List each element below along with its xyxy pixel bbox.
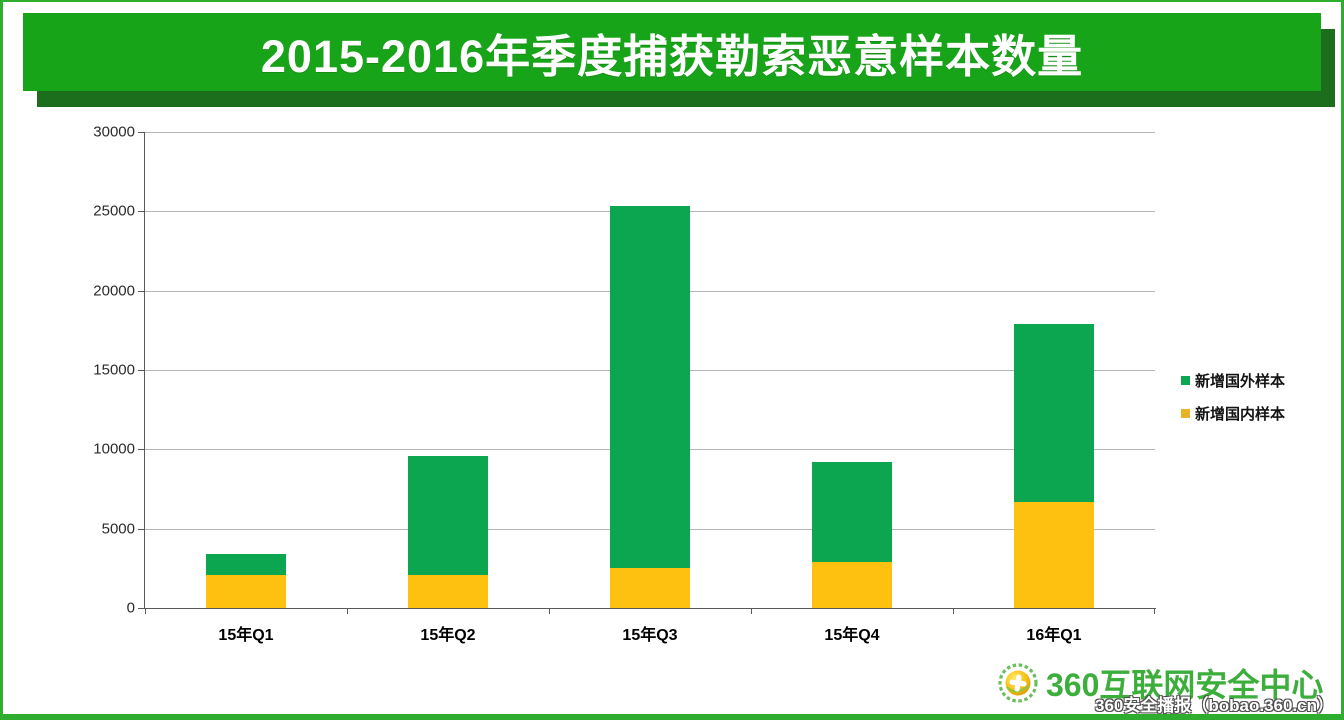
x-tick-mark <box>751 609 752 614</box>
y-axis-line <box>144 132 145 609</box>
x-tick-mark <box>145 609 146 614</box>
y-tick-mark <box>138 370 144 371</box>
legend-swatch-icon <box>1181 408 1190 418</box>
bar-segment-domestic-15年Q1 <box>206 574 286 608</box>
legend-item: 新增国内样本 <box>1181 405 1286 423</box>
y-axis-tick-label: 0 <box>126 599 135 617</box>
watermark-text: 360安全播报（bobao.360.cn） <box>1094 696 1334 715</box>
x-axis-category-label: 15年Q3 <box>622 627 678 644</box>
y-axis-tick-label: 5000 <box>101 520 135 538</box>
y-tick-mark <box>138 290 144 292</box>
x-axis-category-label: 15年Q2 <box>420 627 476 644</box>
bar-segment-foreign-16年Q1 <box>1014 323 1094 503</box>
bar-segment-foreign-15年Q3 <box>610 205 690 568</box>
x-axis-line <box>144 608 1156 609</box>
bar-segment-foreign-15年Q4 <box>812 462 892 562</box>
chart-legend: 新增国外样本 新增国内样本 <box>1181 372 1285 438</box>
footer-logo-text: 360互联网安全中心 <box>1046 667 1324 703</box>
bar-segment-domestic-16年Q1 <box>1014 502 1094 608</box>
bar-segment-domestic-15年Q3 <box>610 567 690 608</box>
legend-label: 新增国外样本 <box>1195 372 1286 390</box>
bar-segment-domestic-15年Q2 <box>408 574 488 608</box>
x-tick-mark <box>549 609 550 614</box>
frame-border-right <box>1341 0 1344 720</box>
footer-logo: 360互联网安全中心 <box>997 660 1323 706</box>
y-tick-mark <box>138 528 144 530</box>
y-axis-tick-label: 10000 <box>93 440 135 458</box>
x-tick-mark <box>953 609 954 614</box>
bar-segment-foreign-15年Q1 <box>206 554 286 575</box>
x-tick-mark <box>1154 609 1155 614</box>
title-banner: 2015-2016年季度捕获勒索恶意样本数量 <box>23 13 1321 91</box>
chart-plot-area: 0 5000 10000 15000 20000 25000 30000 15年Q1 15年Q2… <box>93 124 1156 644</box>
y-axis-tick-label: 30000 <box>93 123 135 141</box>
y-axis-tick-label: 20000 <box>93 282 135 300</box>
x-axis-category-label: 15年Q1 <box>218 627 274 644</box>
y-tick-mark <box>138 608 144 609</box>
360-security-center-emblem-icon <box>997 662 1039 704</box>
legend-item: 新增国外样本 <box>1181 372 1286 390</box>
bar-segment-foreign-15年Q2 <box>408 455 488 575</box>
gridline-30000 <box>145 132 1155 133</box>
page-title: 2015-2016年季度捕获勒索恶意样本数量 <box>260 30 1084 82</box>
y-axis-tick-label: 25000 <box>93 202 135 220</box>
y-axis-tick-label: 15000 <box>93 361 135 379</box>
frame-border-top <box>0 0 1344 2</box>
x-axis-category-label: 16年Q1 <box>1026 627 1082 644</box>
x-tick-mark <box>347 609 348 614</box>
bar-segment-domestic-15年Q4 <box>812 561 892 608</box>
legend-swatch-icon <box>1181 375 1190 385</box>
y-tick-mark <box>138 449 144 451</box>
x-axis-category-label: 15年Q4 <box>824 627 880 644</box>
y-tick-mark <box>138 132 144 133</box>
frame-border-left <box>0 0 3 720</box>
frame-border-bottom <box>0 714 1344 720</box>
legend-label: 新增国内样本 <box>1195 405 1286 423</box>
y-tick-mark <box>138 211 144 213</box>
